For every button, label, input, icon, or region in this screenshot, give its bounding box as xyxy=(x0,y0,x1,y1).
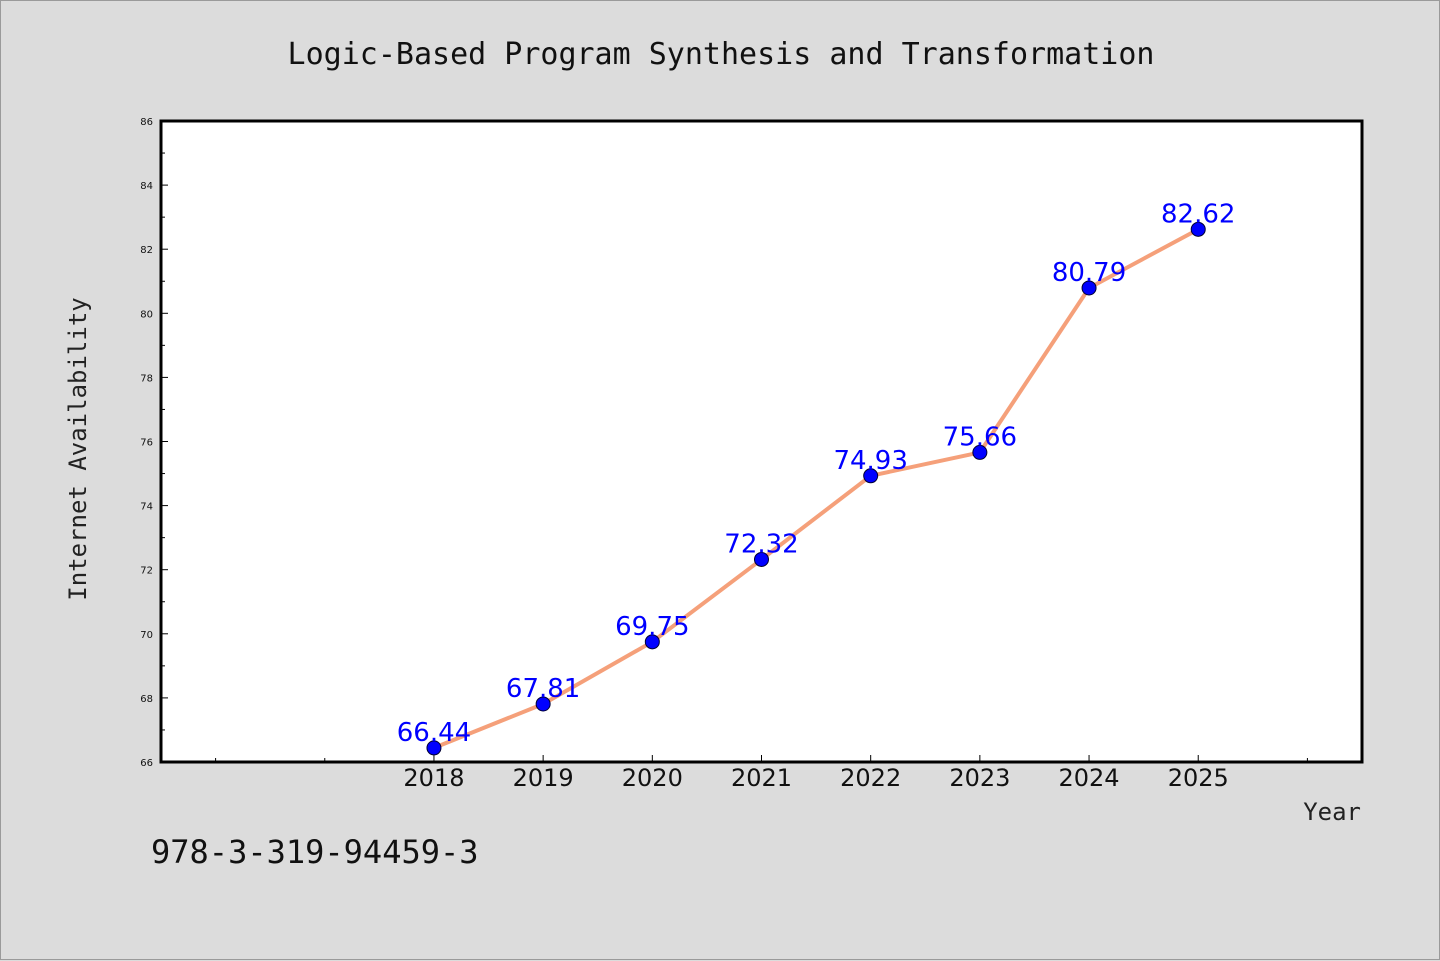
data-point xyxy=(1190,221,1206,237)
data-label: 82.62 xyxy=(1161,199,1235,229)
y-tick-label: 68 xyxy=(140,694,153,705)
x-tick-label: 2022 xyxy=(840,764,901,792)
y-axis-label: Internet Availability xyxy=(64,297,92,600)
data-label: 67.81 xyxy=(506,674,580,704)
y-tick-label: 76 xyxy=(140,438,153,449)
chart-title: Logic-Based Program Synthesis and Transf… xyxy=(288,37,1155,72)
y-tick-label: 72 xyxy=(140,566,153,577)
y-tick-label: 86 xyxy=(140,117,153,128)
data-point xyxy=(863,468,879,484)
data-point xyxy=(535,696,551,712)
y-tick-label: 80 xyxy=(140,309,153,320)
data-label: 80.79 xyxy=(1052,258,1126,288)
x-tick-label: 2020 xyxy=(622,764,683,792)
data-label: 74.93 xyxy=(833,446,907,476)
data-label: 66.44 xyxy=(397,718,471,748)
x-axis-label: Year xyxy=(1303,798,1361,826)
x-tick-label: 2024 xyxy=(1059,764,1120,792)
data-point xyxy=(1081,280,1097,296)
y-tick-label: 78 xyxy=(140,373,153,384)
plot-area xyxy=(161,121,1362,762)
x-tick-label: 2019 xyxy=(513,764,574,792)
data-label: 75.66 xyxy=(943,422,1017,452)
data-point xyxy=(644,634,660,650)
isbn-text: 978-3-319-94459-3 xyxy=(151,833,479,871)
y-tick-label: 82 xyxy=(140,245,153,256)
data-point xyxy=(972,444,988,460)
y-tick-label: 84 xyxy=(140,181,153,192)
series-line xyxy=(431,227,1201,750)
series-layer: 66.44 67.81 69.75 72.32 74.93 75.66 80.79 82.62 xyxy=(397,199,1235,756)
x-tick-label: 2018 xyxy=(403,764,464,792)
plot-frame xyxy=(159,119,1364,764)
x-tick-label: 2023 xyxy=(949,764,1010,792)
x-tick-label: 2025 xyxy=(1168,764,1229,792)
data-point xyxy=(426,740,442,756)
data-label: 69.75 xyxy=(615,612,689,642)
data-point xyxy=(754,551,769,567)
y-tick-label: 66 xyxy=(140,758,153,769)
x-tick-label: 2021 xyxy=(731,764,792,792)
y-tick-label: 70 xyxy=(140,630,153,641)
y-tick-label: 74 xyxy=(140,502,153,513)
axis-ticks: 66 68 70 72 74 76 78 80 82 84 86 2018 2019 2020 2021 20… xyxy=(140,117,1308,792)
data-label: 72.32 xyxy=(724,529,798,559)
